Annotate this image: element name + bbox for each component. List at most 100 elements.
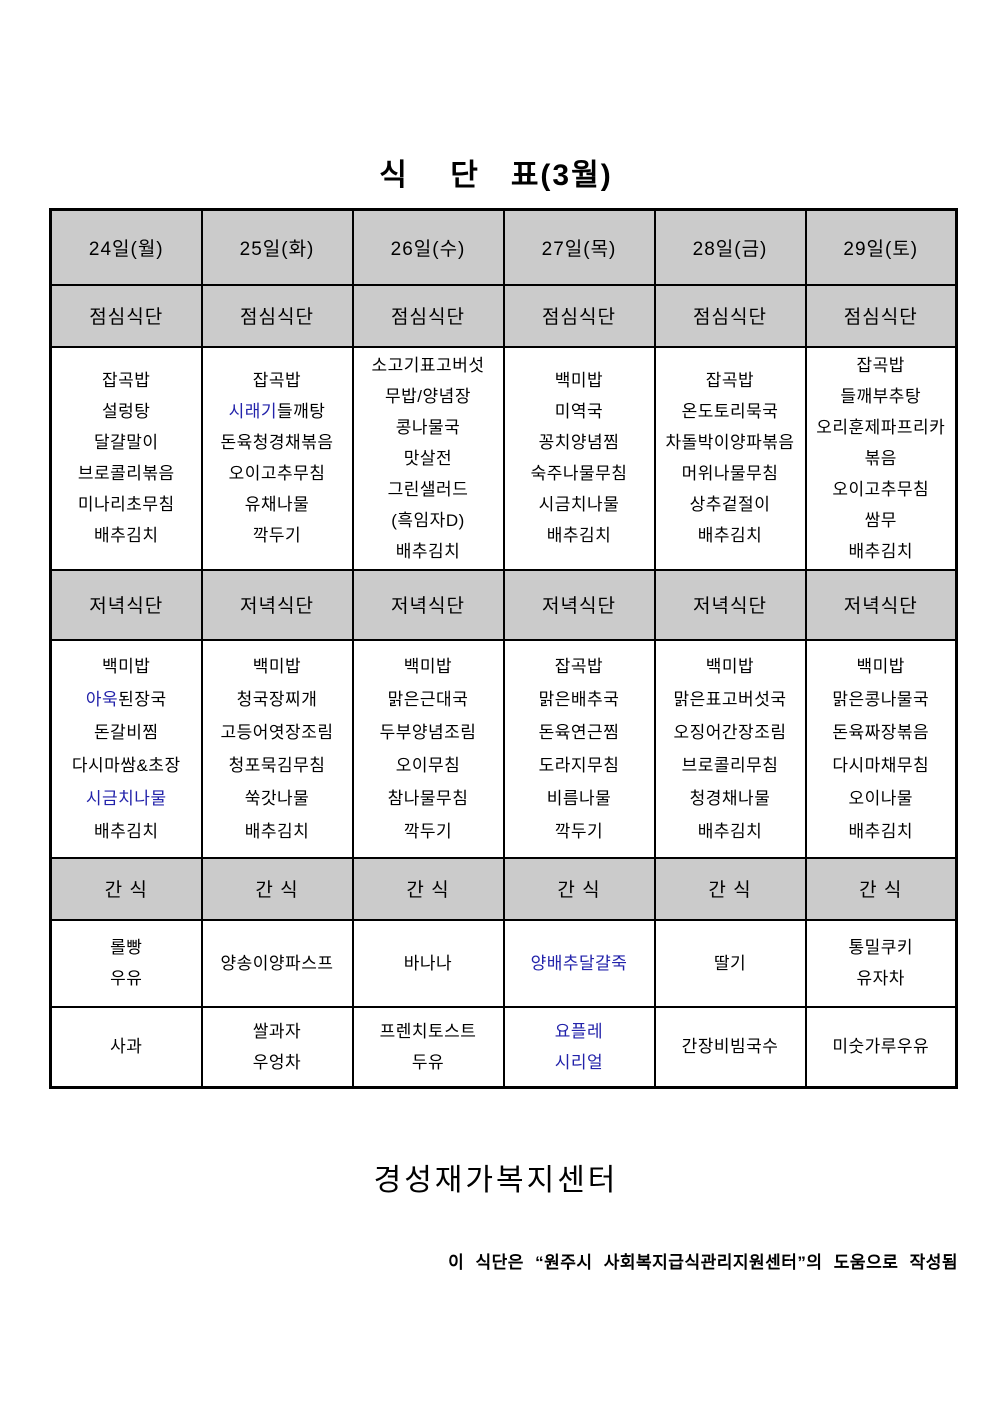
snack1-cell: 양배추달걀죽 bbox=[502, 918, 656, 1008]
menu-item: 깍두기 bbox=[554, 821, 604, 841]
menu-item: 맑은배추국 bbox=[538, 689, 620, 709]
menu-item: 배추김치 bbox=[697, 526, 763, 545]
menu-item: 사과 bbox=[110, 1037, 143, 1057]
menu-item: 그린샐러드 bbox=[387, 479, 469, 499]
page-title: 식 단 표(3월) bbox=[379, 159, 613, 192]
menu-item: 비름나물 bbox=[546, 788, 612, 808]
menu-item: 백미밥 bbox=[705, 656, 755, 676]
date-header: 26일(수) bbox=[351, 208, 505, 286]
menu-item: 프렌치토스트 bbox=[379, 1021, 477, 1041]
menu-item: 돈갈비찜 bbox=[93, 722, 159, 742]
snack1-cell: 바나나 bbox=[351, 918, 505, 1008]
menu-item: 깍두기 bbox=[403, 821, 453, 841]
section-label-lunch: 점심식단 bbox=[804, 283, 958, 348]
menu-item: 맑은콩나물국 bbox=[832, 689, 930, 709]
section-label-snack: 간 식 bbox=[200, 856, 354, 921]
snack2-cell: 간장비빔국수 bbox=[653, 1005, 807, 1089]
menu-item: 배추김치 bbox=[848, 541, 914, 561]
section-label-lunch: 점심식단 bbox=[502, 283, 656, 348]
dinner-menu-cell: 백미밥 아욱된장국 돈갈비찜 다시마쌈&초장 시금치나물 배추김치 bbox=[49, 638, 203, 859]
menu-item: 시금치나물 bbox=[538, 495, 620, 514]
menu-item: 잡곡밥 bbox=[252, 371, 302, 390]
section-label-dinner: 저녁식단 bbox=[49, 568, 203, 641]
meal-plan-table: 24일(월) 25일(화) 26일(수) 27일(목) 28일(금) 29일(토) 점심식단… bbox=[49, 208, 958, 1089]
section-label-snack: 간 식 bbox=[502, 856, 656, 921]
menu-item: 백미밥 bbox=[856, 656, 905, 676]
section-label-lunch: 점심식단 bbox=[49, 283, 203, 348]
menu-item: 백미밥 bbox=[554, 371, 604, 390]
snack2-cell: 사과 bbox=[49, 1005, 203, 1089]
lunch-menu-cell: 백미밥 미역국 꽁치양념찜 숙주나물무침 시금치나물 배추김치 bbox=[502, 345, 656, 571]
menu-item: 오리훈제파프리카볶음 bbox=[816, 417, 946, 468]
menu-item: 배추김치 bbox=[93, 821, 159, 841]
menu-item: 브로콜리무침 bbox=[681, 755, 779, 775]
section-label-dinner: 저녁식단 bbox=[804, 568, 958, 641]
attribution-note: 이 식단은 “원주시 사회복지급식관리지원센터”의 도움으로 작성됨 bbox=[448, 1253, 958, 1272]
menu-item: 오이나물 bbox=[848, 788, 914, 808]
menu-item: 배추김치 bbox=[848, 821, 914, 841]
menu-item: 쌀과자 bbox=[252, 1021, 302, 1041]
menu-item: 우유 bbox=[110, 969, 143, 988]
menu-item: 청포묵김무침 bbox=[228, 755, 326, 775]
menu-item: 숙주나물무침 bbox=[530, 464, 628, 483]
menu-item: 양배추달걀죽 bbox=[530, 953, 628, 973]
section-label-snack: 간 식 bbox=[351, 856, 505, 921]
date-header: 29일(토) bbox=[804, 208, 958, 286]
menu-item: 오이고추무침 bbox=[832, 479, 930, 499]
menu-item: 백미밥 bbox=[102, 656, 151, 676]
org-name: 경성재가복지센터 bbox=[373, 1164, 619, 1197]
lunch-menu-cell: 소고기표고버섯 무밥/양념장 콩나물국 맛살전 그린샐러드 (흑임자D) 배추김치 bbox=[351, 345, 505, 571]
menu-item: 들깨부추탕 bbox=[840, 386, 922, 406]
menu-item: 딸기 bbox=[713, 953, 747, 973]
lunch-menu-cell: 잡곡밥 들깨부추탕 오리훈제파프리카볶음 오이고추무침 쌈무 배추김치 bbox=[804, 345, 958, 571]
section-label-snack: 간 식 bbox=[804, 856, 958, 921]
snack1-cell: 딸기 bbox=[653, 918, 807, 1008]
menu-item: 맑은근대국 bbox=[387, 689, 469, 709]
section-label-lunch: 점심식단 bbox=[200, 283, 354, 348]
dinner-menu-cell: 잡곡밥 맑은배추국 돈육연근찜 도라지무침 비름나물 깍두기 bbox=[502, 638, 656, 859]
menu-item: 다시마채무침 bbox=[832, 755, 930, 775]
menu-item: 쑥갓나물 bbox=[244, 788, 310, 808]
menu-item: 맑은표고버섯국 bbox=[673, 689, 787, 709]
section-label-lunch: 점심식단 bbox=[653, 283, 807, 348]
date-header: 27일(목) bbox=[502, 208, 656, 286]
menu-item: 쌈무 bbox=[864, 510, 897, 530]
lunch-menu-cell: 잡곡밥 온도토리묵국 차돌박이양파볶음 머위나물무침 상추겉절이 배추김치 bbox=[653, 345, 807, 571]
menu-item: 바나나 bbox=[403, 953, 453, 973]
menu-item: 머위나물무침 bbox=[681, 464, 779, 483]
date-header: 24일(월) bbox=[49, 208, 203, 286]
menu-item: 오이무침 bbox=[395, 755, 461, 775]
menu-item: 배추김치 bbox=[93, 526, 159, 545]
menu-item: 유채나물 bbox=[244, 495, 310, 514]
menu-item: 소고기표고버섯 bbox=[371, 355, 485, 375]
menu-item: 시금치나물 bbox=[85, 788, 167, 808]
menu-item: 유자차 bbox=[856, 969, 905, 988]
snack2-cell: 요플레 시리얼 bbox=[502, 1005, 656, 1089]
menu-item: 배추김치 bbox=[395, 541, 461, 561]
menu-item: 고등어엿장조림 bbox=[220, 722, 334, 742]
menu-item: (흑임자D) bbox=[391, 510, 465, 530]
menu-item: 백미밥 bbox=[403, 656, 453, 676]
menu-item: 백미밥 bbox=[252, 656, 302, 676]
dinner-menu-cell: 백미밥 맑은콩나물국 돈육짜장볶음 다시마채무침 오이나물 배추김치 bbox=[804, 638, 958, 859]
section-label-dinner: 저녁식단 bbox=[502, 568, 656, 641]
menu-item: 두유 bbox=[411, 1052, 445, 1072]
menu-item: 배추김치 bbox=[546, 526, 612, 545]
menu-item: 배추김치 bbox=[244, 821, 310, 841]
menu-item: 콩나물국 bbox=[395, 417, 461, 437]
menu-item: 우엉차 bbox=[252, 1052, 302, 1072]
menu-item: 시래기들깨탕 bbox=[228, 402, 326, 421]
menu-item: 무밥/양념장 bbox=[385, 386, 471, 406]
lunch-menu-cell: 잡곡밥 시래기들깨탕 돈육청경채볶음 오이고추무침 유채나물 깍두기 bbox=[200, 345, 354, 571]
menu-item: 아욱된장국 bbox=[85, 689, 167, 709]
snack1-cell: 통밀쿠키 유자차 bbox=[804, 918, 958, 1008]
snack1-cell: 롤빵 우유 bbox=[49, 918, 203, 1008]
section-label-lunch: 점심식단 bbox=[351, 283, 505, 348]
menu-item: 잡곡밥 bbox=[102, 371, 151, 390]
snack1-cell: 양송이양파스프 bbox=[200, 918, 354, 1008]
menu-item: 온도토리묵국 bbox=[681, 402, 779, 421]
menu-item: 배추김치 bbox=[697, 821, 763, 841]
menu-item: 시리얼 bbox=[554, 1052, 604, 1072]
menu-item: 두부양념조림 bbox=[379, 722, 477, 742]
